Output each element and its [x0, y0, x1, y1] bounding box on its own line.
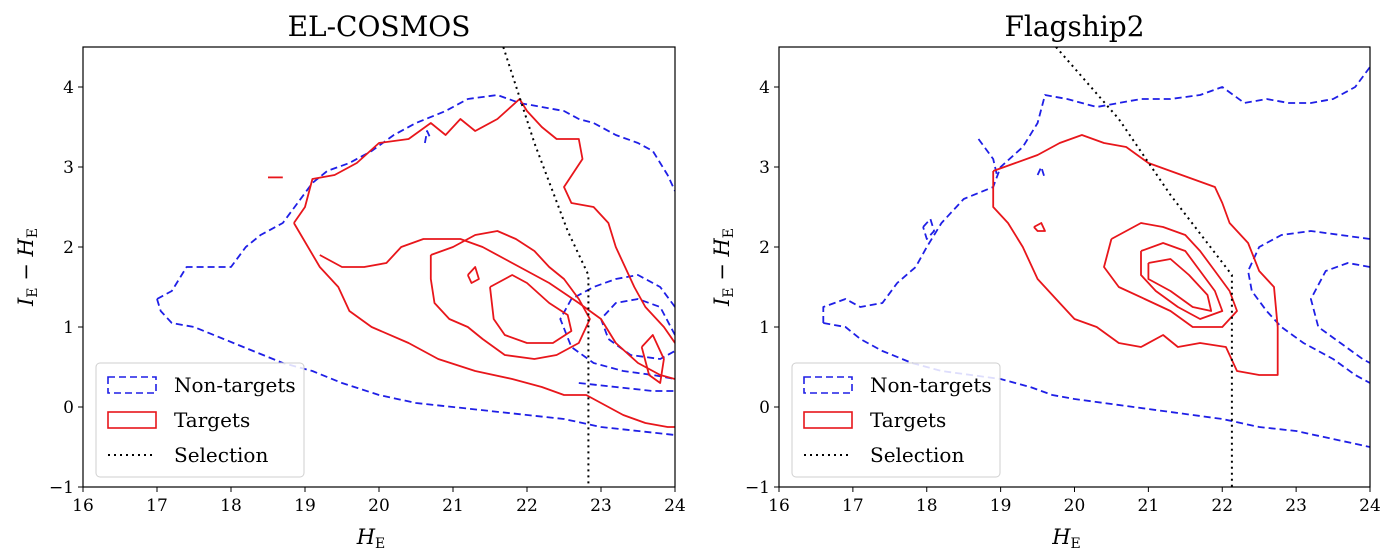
x-tick-label: 20: [368, 496, 390, 516]
non-targets-contour-3: [1310, 262, 1370, 364]
targets-contour-13: [640, 334, 665, 384]
x-axis-label: HE: [356, 525, 386, 549]
non-targets-contour-2: [1247, 230, 1370, 384]
non-targets-contour-5: [977, 138, 998, 176]
legend-label: Non-targets: [870, 373, 992, 397]
y-tick-label: 4: [759, 78, 770, 98]
chart-title: Flagship2: [1004, 10, 1144, 43]
non-targets-contour-5: [424, 130, 432, 144]
legend-label: Targets: [870, 408, 946, 432]
legend-key-targets: [107, 411, 157, 429]
y-axis-label: IE − HE: [14, 228, 41, 307]
targets-contour-11: [1033, 222, 1046, 232]
y-tick-label: −1: [745, 478, 770, 498]
y-tick-label: 2: [63, 238, 74, 258]
y-tick-label: −1: [49, 478, 74, 498]
y-tick-label: 4: [63, 78, 74, 98]
legend-key-targets: [803, 411, 853, 429]
selection-contour-12: [1055, 47, 1233, 487]
x-tick-label: 23: [1285, 496, 1307, 516]
legend-label: Non-targets: [174, 373, 296, 397]
targets-contour-11: [466, 266, 480, 284]
non-targets-contour-4: [578, 382, 675, 392]
non-targets-contour-4: [922, 218, 935, 240]
x-tick-label: 18: [916, 496, 938, 516]
x-tick-label: 17: [146, 496, 168, 516]
x-axis-label: HE: [1051, 525, 1081, 549]
targets-contour-7: [992, 134, 1279, 376]
y-tick-label: 3: [63, 158, 74, 178]
x-tick-label: 22: [516, 496, 538, 516]
non-targets-contour-0: [156, 94, 675, 300]
legend-label: Targets: [174, 408, 250, 432]
x-tick-label: 20: [1064, 496, 1086, 516]
legend: Non-targets Targets Selection: [95, 362, 305, 478]
legend: Non-targets Targets Selection: [791, 362, 1001, 478]
non-targets-contour-3: [600, 298, 675, 360]
targets-contour-10: [1147, 258, 1213, 312]
chart-title: EL-COSMOS: [288, 10, 471, 43]
targets-contour-6: [293, 98, 675, 344]
x-tick-label: 22: [1211, 496, 1233, 516]
legend-box: [791, 362, 1001, 478]
x-tick-label: 21: [442, 496, 464, 516]
x-tick-label: 18: [220, 496, 242, 516]
y-tick-label: 1: [759, 318, 770, 338]
targets-contour-9: [429, 230, 591, 360]
x-tick-label: 23: [590, 496, 612, 516]
legend-key-non-targets: [803, 376, 853, 394]
y-tick-label: 1: [63, 318, 74, 338]
targets-contour-8: [319, 238, 675, 380]
plot-area: [156, 47, 675, 487]
x-tick-label: 17: [842, 496, 864, 516]
non-targets-contour-1: [156, 298, 675, 436]
legend-key-non-targets: [107, 376, 157, 394]
plot-area: [822, 47, 1370, 487]
non-targets-contour-0: [823, 322, 1370, 448]
x-tick-label: 16: [72, 496, 94, 516]
non-targets-contour-1: [822, 66, 1370, 323]
y-tick-label: 0: [63, 398, 74, 418]
targets-contour-9: [1140, 242, 1224, 320]
legend-label: Selection: [174, 443, 268, 467]
non-targets-contour-6: [1036, 166, 1046, 180]
legend-label: Selection: [870, 443, 964, 467]
selection-contour-14: [502, 47, 590, 487]
legend-box: [95, 362, 305, 478]
targets-contour-10: [489, 274, 573, 344]
y-axis-label: IE − HE: [710, 228, 737, 307]
x-tick-label: 21: [1138, 496, 1160, 516]
x-tick-label: 19: [990, 496, 1012, 516]
y-tick-label: 0: [759, 398, 770, 418]
targets-contour-8: [1103, 222, 1238, 328]
x-tick-label: 19: [294, 496, 316, 516]
non-targets-contour-2: [559, 274, 675, 380]
x-tick-label: 24: [1359, 496, 1381, 516]
x-tick-label: 16: [768, 496, 790, 516]
y-tick-label: 3: [759, 158, 770, 178]
targets-contour-7: [293, 222, 675, 428]
x-tick-label: 24: [664, 496, 686, 516]
y-tick-label: 2: [759, 238, 770, 258]
